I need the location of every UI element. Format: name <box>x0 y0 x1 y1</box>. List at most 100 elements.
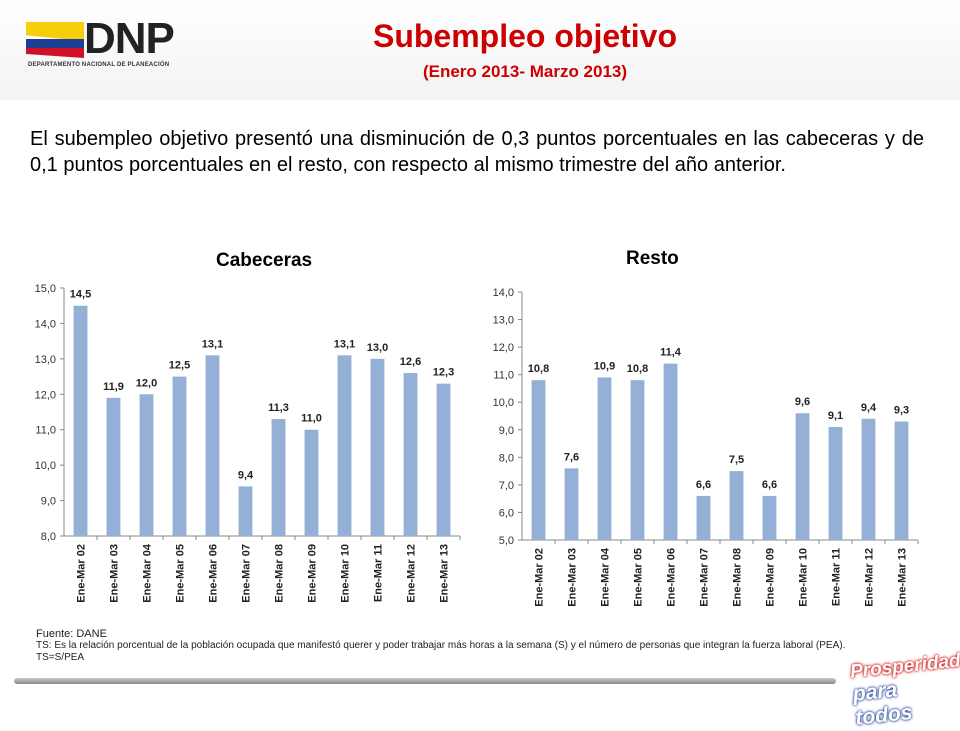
y-tick-label: 15,0 <box>35 283 56 295</box>
x-tick-label: Ene-Mar 04 <box>142 543 154 603</box>
y-tick-label: 5,0 <box>499 535 514 547</box>
bar-value-label: 9,4 <box>238 469 254 481</box>
bar-value-label: 11,4 <box>660 347 682 359</box>
bar-value-label: 6,6 <box>696 479 711 491</box>
chart-title-cabeceras: Cabeceras <box>216 250 313 271</box>
dnp-logo: DNP DEPARTAMENTO NACIONAL DE PLANEACIÓN <box>26 14 186 74</box>
definition-note: TS: Es la relación porcentual de la pobl… <box>36 640 846 663</box>
bar-value-label: 12,6 <box>400 356 421 368</box>
y-tick-label: 13,0 <box>493 315 514 327</box>
chart-title-resto: Resto <box>626 248 679 269</box>
bar-value-label: 12,5 <box>169 360 190 372</box>
bar-value-label: 6,6 <box>762 479 777 491</box>
bar <box>894 421 909 540</box>
y-tick-label: 11,0 <box>493 370 514 382</box>
bar <box>271 419 286 536</box>
bar <box>828 427 843 540</box>
x-tick-label: Ene-Mar 08 <box>732 548 744 607</box>
bar-value-label: 12,0 <box>136 377 157 389</box>
bar-value-label: 11,3 <box>268 402 289 414</box>
x-tick-label: Ene-Mar 02 <box>76 544 88 603</box>
footer-divider <box>14 678 836 684</box>
bar <box>172 376 187 536</box>
bar-value-label: 9,4 <box>861 402 877 414</box>
y-tick-label: 14,0 <box>493 287 514 299</box>
y-tick-label: 7,0 <box>499 480 514 492</box>
bar-value-label: 7,6 <box>564 451 579 463</box>
x-tick-label: Ene-Mar 11 <box>831 548 843 606</box>
bar <box>597 377 612 540</box>
bar-value-label: 10,9 <box>594 360 615 372</box>
bar <box>696 495 711 540</box>
x-tick-label: Ene-Mar 05 <box>175 544 187 603</box>
y-tick-label: 12,0 <box>493 342 514 354</box>
logo-text: DNP <box>84 14 175 63</box>
bar-value-label: 11,0 <box>301 413 322 425</box>
bar-value-label: 9,1 <box>828 410 843 422</box>
bar <box>403 373 418 536</box>
y-tick-label: 10,0 <box>493 397 514 409</box>
x-tick-label: Ene-Mar 03 <box>567 548 579 607</box>
source-note: Fuente: DANE <box>36 628 107 640</box>
bar <box>729 471 744 540</box>
y-tick-label: 6,0 <box>499 507 514 519</box>
y-tick-label: 9,0 <box>499 425 514 437</box>
header-band <box>0 0 960 100</box>
y-tick-label: 14,0 <box>35 318 56 330</box>
bar <box>304 429 319 536</box>
bar-value-label: 11,9 <box>103 381 124 393</box>
x-tick-label: Ene-Mar 07 <box>699 548 711 607</box>
bar <box>564 468 579 540</box>
y-tick-label: 11,0 <box>35 425 56 437</box>
y-tick-label: 10,0 <box>35 460 56 472</box>
slogan-line2: para todos <box>851 678 914 730</box>
x-tick-label: Ene-Mar 04 <box>600 547 612 607</box>
x-tick-label: Ene-Mar 03 <box>109 544 121 603</box>
bar <box>795 413 810 540</box>
bar-value-label: 7,5 <box>729 454 744 466</box>
cabeceras-bar-chart: 8,0 9,0 10,0 11,0 12,0 13,0 14,0 15,0 14,5 Ene-Ma… <box>35 283 461 603</box>
bar-value-label: 12,3 <box>433 367 454 379</box>
bar <box>762 495 777 540</box>
bar-value-label: 9,6 <box>795 396 810 408</box>
x-tick-label: Ene-Mar 13 <box>439 544 451 603</box>
bar <box>73 305 88 536</box>
bar <box>630 380 645 540</box>
bar-value-label: 13,0 <box>367 342 388 354</box>
bar-value-label: 9,3 <box>894 405 909 417</box>
bar <box>531 380 546 540</box>
bar-value-label: 10,8 <box>528 363 549 375</box>
page-subtitle: (Enero 2013- Marzo 2013) <box>422 62 628 81</box>
x-tick-label: Ene-Mar 10 <box>798 548 810 607</box>
bar <box>436 383 451 536</box>
x-tick-label: Ene-Mar 12 <box>406 544 418 603</box>
bar <box>238 486 253 536</box>
y-tick-label: 12,0 <box>35 389 56 401</box>
logo-subtext: DEPARTAMENTO NACIONAL DE PLANEACIÓN <box>28 62 170 68</box>
x-tick-label: Ene-Mar 06 <box>208 544 220 603</box>
y-tick-label: 8,0 <box>499 452 514 464</box>
bar-value-label: 14,5 <box>70 289 91 301</box>
summary-text: El subempleo objetivo presentó una dismi… <box>30 128 924 176</box>
bar <box>663 363 678 540</box>
x-tick-label: Ene-Mar 02 <box>534 548 546 607</box>
y-tick-label: 13,0 <box>35 354 56 366</box>
prosperidad-logo: Prosperidad para todos <box>849 650 960 729</box>
bar-value-label: 13,1 <box>202 338 223 350</box>
bar-value-label: 10,8 <box>627 363 648 375</box>
x-tick-label: Ene-Mar 10 <box>340 544 352 603</box>
bar <box>861 418 876 540</box>
bar <box>106 397 121 536</box>
y-tick-label: 8,0 <box>41 531 56 543</box>
page-title: Subempleo objetivo <box>372 18 678 54</box>
x-tick-label: Ene-Mar 09 <box>765 548 777 607</box>
bar <box>337 355 352 536</box>
bar <box>205 355 220 536</box>
x-tick-label: Ene-Mar 05 <box>633 548 645 607</box>
x-tick-label: Ene-Mar 07 <box>241 544 253 603</box>
x-tick-label: Ene-Mar 12 <box>864 548 876 607</box>
x-tick-label: Ene-Mar 09 <box>307 544 319 603</box>
x-tick-label: Ene-Mar 13 <box>897 548 909 607</box>
footnote: Fuente: DANE TS: Es la relación porcentu… <box>36 628 896 664</box>
y-tick-label: 9,0 <box>41 496 56 508</box>
